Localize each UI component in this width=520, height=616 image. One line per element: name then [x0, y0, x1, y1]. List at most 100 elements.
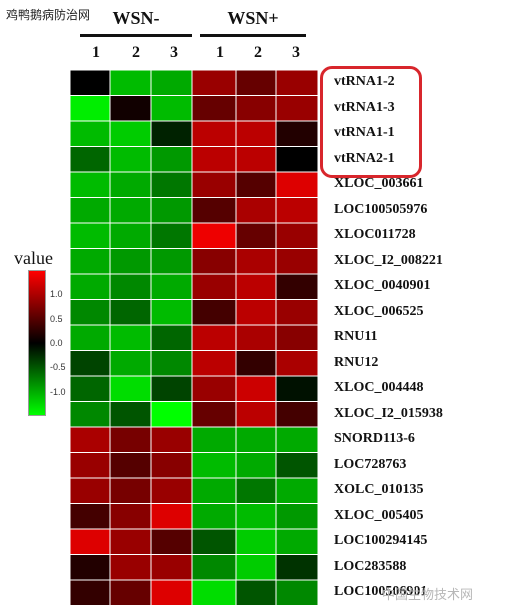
- heatmap-cell: [69, 579, 111, 606]
- heatmap-cell: [109, 401, 152, 428]
- heatmap-cell: [150, 426, 193, 453]
- heatmap-cell: [69, 528, 111, 555]
- row-label: XLOC_005405: [334, 507, 424, 523]
- heatmap-cell: [150, 324, 193, 351]
- watermark-bottom-right: 中国生物技术网: [382, 588, 474, 603]
- heatmap-cell: [275, 554, 319, 581]
- heatmap-cell: [191, 452, 237, 479]
- heatmap-cell: [150, 120, 193, 147]
- heatmap-cell: [109, 273, 152, 300]
- heatmap-cell: [69, 69, 111, 96]
- heatmap-cell: [150, 477, 193, 504]
- row-label: RNU12: [334, 354, 379, 370]
- row-label: LOC100506901: [334, 584, 428, 599]
- heatmap-cell: [275, 579, 319, 606]
- heatmap-cell: [235, 477, 277, 504]
- heatmap-cell: [109, 375, 152, 402]
- heatmap-cell: [109, 197, 152, 224]
- column-label: 2: [132, 44, 140, 61]
- heatmap-cell: [191, 120, 237, 147]
- heatmap-cell: [235, 120, 277, 147]
- heatmap-cell: [150, 375, 193, 402]
- heatmap-cell: [191, 477, 237, 504]
- heatmap-cell: [235, 528, 277, 555]
- heatmap-cell: [191, 171, 237, 198]
- heatmap-cell: [150, 350, 193, 377]
- heatmap-cell: [235, 375, 277, 402]
- heatmap-cell: [275, 324, 319, 351]
- heatmap-cell: [109, 477, 152, 504]
- heatmap-cell: [275, 299, 319, 326]
- heatmap-cell: [235, 222, 277, 249]
- heatmap-cell: [191, 273, 237, 300]
- heatmap-cell: [150, 248, 193, 275]
- heatmap-cell: [150, 146, 193, 173]
- heatmap-cell: [69, 554, 111, 581]
- row-label: vtRNA1-3: [334, 99, 395, 115]
- row-label: XLOC_I2_008221: [334, 252, 443, 268]
- legend-title: value: [14, 248, 53, 268]
- heatmap-cell: [69, 248, 111, 275]
- heatmap-cell: [150, 197, 193, 224]
- heatmap-cell: [275, 222, 319, 249]
- heatmap-cell: [69, 324, 111, 351]
- heatmap-cell: [150, 579, 193, 606]
- heatmap-cell: [150, 222, 193, 249]
- heatmap-cell: [191, 401, 237, 428]
- heatmap-cell: [150, 452, 193, 479]
- heatmap-cell: [275, 503, 319, 530]
- heatmap-cell: [109, 146, 152, 173]
- heatmap-cell: [109, 69, 152, 96]
- heatmap-cell: [69, 197, 111, 224]
- heatmap-cell: [109, 528, 152, 555]
- heatmap-cell: [109, 171, 152, 198]
- watermark-top-left: 鸡鸭鹅病防治网: [6, 8, 91, 22]
- heatmap-cell: [109, 503, 152, 530]
- heatmap-cell: [109, 95, 152, 122]
- heatmap-cell: [69, 273, 111, 300]
- heatmap-cell: [235, 171, 277, 198]
- heatmap-cell: [69, 222, 111, 249]
- heatmap-cell: [150, 95, 193, 122]
- legend-tick-label: 0.0: [50, 338, 63, 348]
- heatmap-cell: [69, 146, 111, 173]
- heatmap-cell: [150, 401, 193, 428]
- heatmap-cell: [69, 452, 111, 479]
- heatmap-cell: [275, 452, 319, 479]
- heatmap-cell: [191, 426, 237, 453]
- heatmap-cell: [69, 95, 111, 122]
- column-label: 2: [254, 44, 262, 61]
- heatmap-cell: [235, 248, 277, 275]
- heatmap-cell: [109, 579, 152, 606]
- row-label: vtRNA1-1: [334, 125, 395, 140]
- heatmap-cell: [235, 95, 277, 122]
- heatmap-cell: [235, 273, 277, 300]
- heatmap-cell: [275, 146, 319, 173]
- heatmap-cell: [235, 401, 277, 428]
- heatmap-cell: [275, 350, 319, 377]
- vtrna-highlight-box: [320, 66, 422, 178]
- heatmap-cell: [191, 324, 237, 351]
- heatmap-cell: [275, 248, 319, 275]
- heatmap-cell: [191, 375, 237, 402]
- legend-tick-label: 0.5: [50, 313, 63, 324]
- heatmap-cell: [235, 324, 277, 351]
- row-label: LOC100294145: [334, 533, 428, 548]
- column-label: 1: [92, 44, 100, 61]
- row-label: XLOC011728: [334, 227, 416, 242]
- heatmap-cell: [235, 503, 277, 530]
- row-label: vtRNA1-2: [334, 74, 395, 89]
- heatmap-cell: [69, 350, 111, 377]
- heatmap-cell: [191, 248, 237, 275]
- heatmap-cell: [69, 426, 111, 453]
- row-label: XLOC_0040901: [334, 278, 431, 293]
- heatmap-cell: [150, 299, 193, 326]
- heatmap-cell: [191, 350, 237, 377]
- heatmap-cell: [69, 120, 111, 147]
- group-line-wsn-minus: [80, 34, 192, 37]
- heatmap-cell: [109, 452, 152, 479]
- heatmap-cell: [235, 426, 277, 453]
- heatmap-cell: [150, 554, 193, 581]
- heatmap-cell: [69, 375, 111, 402]
- group-label-wsn-plus: WSN+: [227, 8, 279, 28]
